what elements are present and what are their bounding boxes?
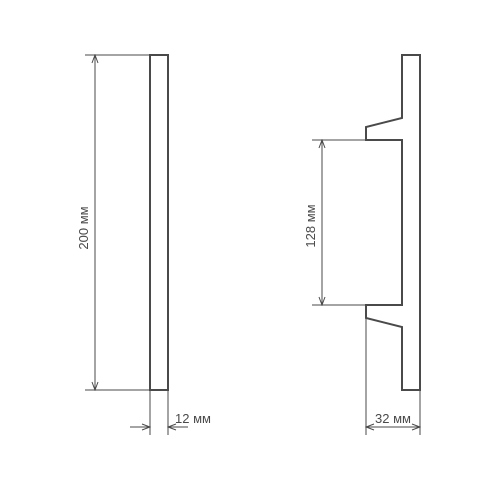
dim-label-depth: 32 мм [375,411,411,426]
left-view: 200 мм 12 мм [76,55,211,435]
right-view: 128 мм 32 мм [303,55,420,435]
technical-drawing: 200 мм 12 мм 128 мм 32 мм [0,0,500,500]
dim-label-width: 12 мм [175,411,211,426]
dim-label-span: 128 мм [303,204,318,247]
dim-label-height: 200 мм [76,206,91,249]
right-profile-outline [366,55,420,390]
left-bar-outline [150,55,168,390]
